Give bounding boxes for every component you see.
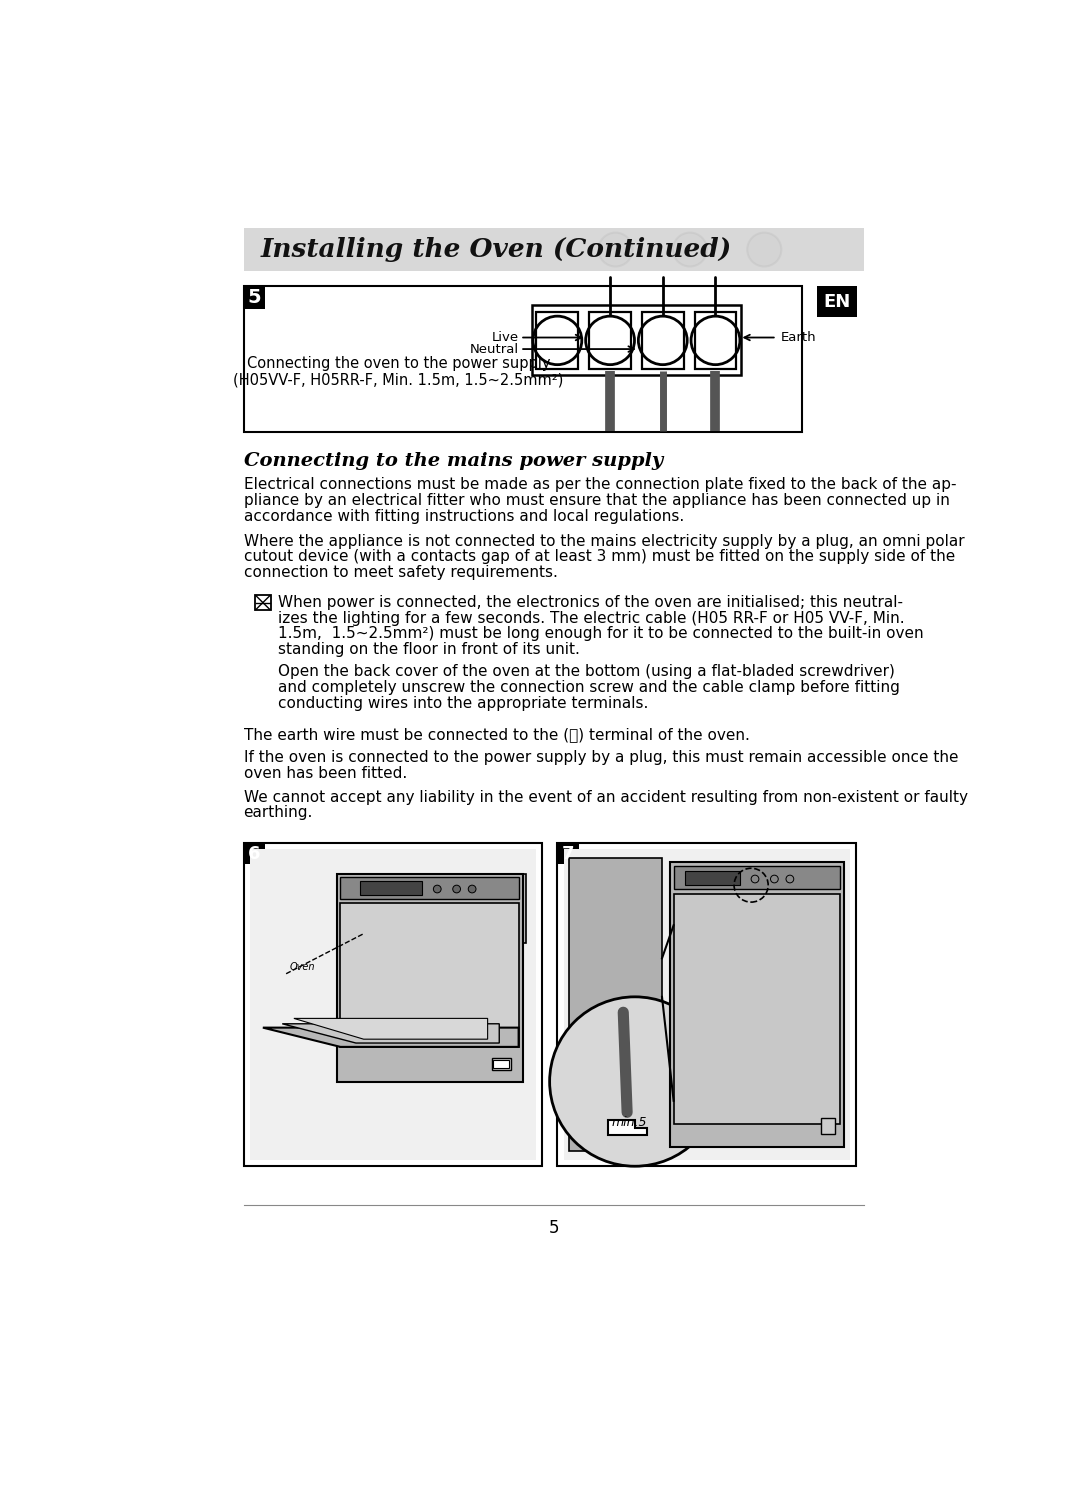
Circle shape [453, 886, 460, 893]
Circle shape [550, 997, 720, 1167]
Text: 7: 7 [562, 844, 575, 862]
Bar [674, 866, 840, 889]
Text: 6: 6 [248, 844, 260, 862]
Bar [243, 287, 801, 432]
Circle shape [751, 875, 759, 883]
Text: Oven: Oven [291, 961, 315, 972]
Bar [557, 843, 579, 865]
Bar [674, 895, 840, 1123]
Text: We cannot accept any liability in the event of an accident resulting from non-ex: We cannot accept any liability in the ev… [243, 789, 968, 805]
Text: cutout device (with a contacts gap of at least 3 mm) must be fitted on the suppl: cutout device (with a contacts gap of at… [243, 550, 955, 565]
Bar [816, 287, 858, 317]
Bar [557, 843, 855, 1167]
Bar [670, 862, 845, 1147]
Text: (H05VV-F, H05RR-F, Min. 1.5m, 1.5~2.5mm²): (H05VV-F, H05RR-F, Min. 1.5m, 1.5~2.5mm²… [233, 373, 564, 388]
Circle shape [770, 875, 779, 883]
Text: Earth: Earth [781, 331, 816, 345]
Bar [337, 874, 523, 1082]
Text: Installing the Oven (Continued): Installing the Oven (Continued) [260, 238, 732, 262]
Text: The earth wire must be connected to the (⏚) terminal of the oven.: The earth wire must be connected to the … [243, 727, 750, 742]
Text: earthing.: earthing. [243, 805, 313, 820]
Text: Open the back cover of the oven at the bottom (using a flat-bladed screwdriver): Open the back cover of the oven at the b… [279, 664, 895, 679]
Bar [685, 871, 740, 886]
Text: min.5: min.5 [611, 1116, 647, 1129]
Text: Where the appliance is not connected to the mains electricity supply by a plug, : Where the appliance is not connected to … [243, 533, 964, 548]
Bar [249, 849, 536, 1161]
Circle shape [598, 233, 633, 266]
Text: connection to meet safety requirements.: connection to meet safety requirements. [243, 565, 557, 580]
Bar [255, 594, 271, 611]
Text: accordance with fitting instructions and local regulations.: accordance with fitting instructions and… [243, 508, 684, 523]
Bar [340, 877, 518, 899]
Polygon shape [294, 1018, 488, 1039]
Bar [569, 859, 662, 1150]
Bar [494, 1061, 509, 1068]
Polygon shape [262, 1028, 518, 1046]
Text: 5: 5 [247, 288, 261, 308]
Bar [243, 287, 266, 309]
Bar [491, 1058, 511, 1070]
Bar [243, 843, 542, 1167]
Circle shape [747, 233, 781, 266]
Text: Connecting to the mains power supply: Connecting to the mains power supply [243, 452, 663, 470]
Bar [243, 229, 864, 270]
Text: oven has been fitted.: oven has been fitted. [243, 767, 407, 782]
Polygon shape [608, 1120, 647, 1135]
Text: standing on the floor in front of its unit.: standing on the floor in front of its un… [279, 642, 580, 657]
Text: Neutral: Neutral [470, 343, 518, 355]
Bar [340, 903, 518, 1046]
Bar [531, 305, 741, 376]
Circle shape [786, 875, 794, 883]
Circle shape [673, 233, 707, 266]
Text: EN: EN [824, 293, 851, 311]
Text: When power is connected, the electronics of the oven are initialised; this neutr: When power is connected, the electronics… [279, 594, 903, 609]
Text: conducting wires into the appropriate terminals.: conducting wires into the appropriate te… [279, 695, 649, 710]
Bar [537, 312, 578, 370]
Bar [642, 312, 684, 370]
Text: and completely unscrew the connection screw and the cable clamp before fitting: and completely unscrew the connection sc… [279, 681, 901, 695]
Text: Connecting the oven to the power supply: Connecting the oven to the power supply [246, 355, 550, 370]
Bar [821, 1119, 835, 1134]
Bar [590, 312, 631, 370]
Bar [360, 881, 422, 895]
Bar [564, 849, 850, 1161]
Polygon shape [337, 874, 526, 944]
Text: izes the lighting for a few seconds. The electric cable (H05 RR-F or H05 VV-F, M: izes the lighting for a few seconds. The… [279, 611, 905, 626]
Text: If the oven is connected to the power supply by a plug, this must remain accessi: If the oven is connected to the power su… [243, 750, 958, 765]
Text: 5: 5 [549, 1219, 558, 1236]
Circle shape [469, 886, 476, 893]
Text: 1.5m,  1.5~2.5mm²) must be long enough for it to be connected to the built-in ov: 1.5m, 1.5~2.5mm²) must be long enough fo… [279, 627, 924, 642]
Bar [694, 312, 737, 370]
Text: pliance by an electrical fitter who must ensure that the appliance has been conn: pliance by an electrical fitter who must… [243, 493, 949, 508]
Text: Live: Live [491, 331, 518, 345]
Polygon shape [282, 1024, 499, 1043]
Text: Electrical connections must be made as per the connection plate fixed to the bac: Electrical connections must be made as p… [243, 477, 956, 492]
Circle shape [433, 886, 441, 893]
Bar [243, 843, 266, 865]
